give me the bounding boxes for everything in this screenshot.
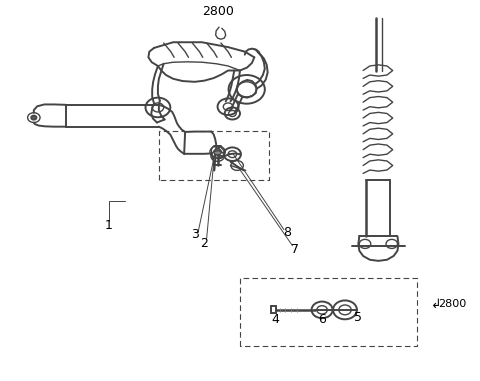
Circle shape	[31, 115, 36, 120]
Text: 8: 8	[283, 226, 291, 239]
Circle shape	[214, 149, 221, 155]
Text: 2800: 2800	[439, 299, 467, 309]
Text: 3: 3	[191, 228, 199, 241]
Text: ↲: ↲	[431, 298, 442, 311]
Text: 7: 7	[291, 243, 299, 256]
Bar	[271, 306, 276, 313]
Text: 2800: 2800	[203, 5, 234, 18]
Text: 1: 1	[105, 219, 113, 232]
Text: 4: 4	[272, 313, 280, 326]
Text: 6: 6	[318, 313, 326, 326]
Text: 2: 2	[200, 237, 208, 250]
Text: 5: 5	[354, 311, 362, 324]
